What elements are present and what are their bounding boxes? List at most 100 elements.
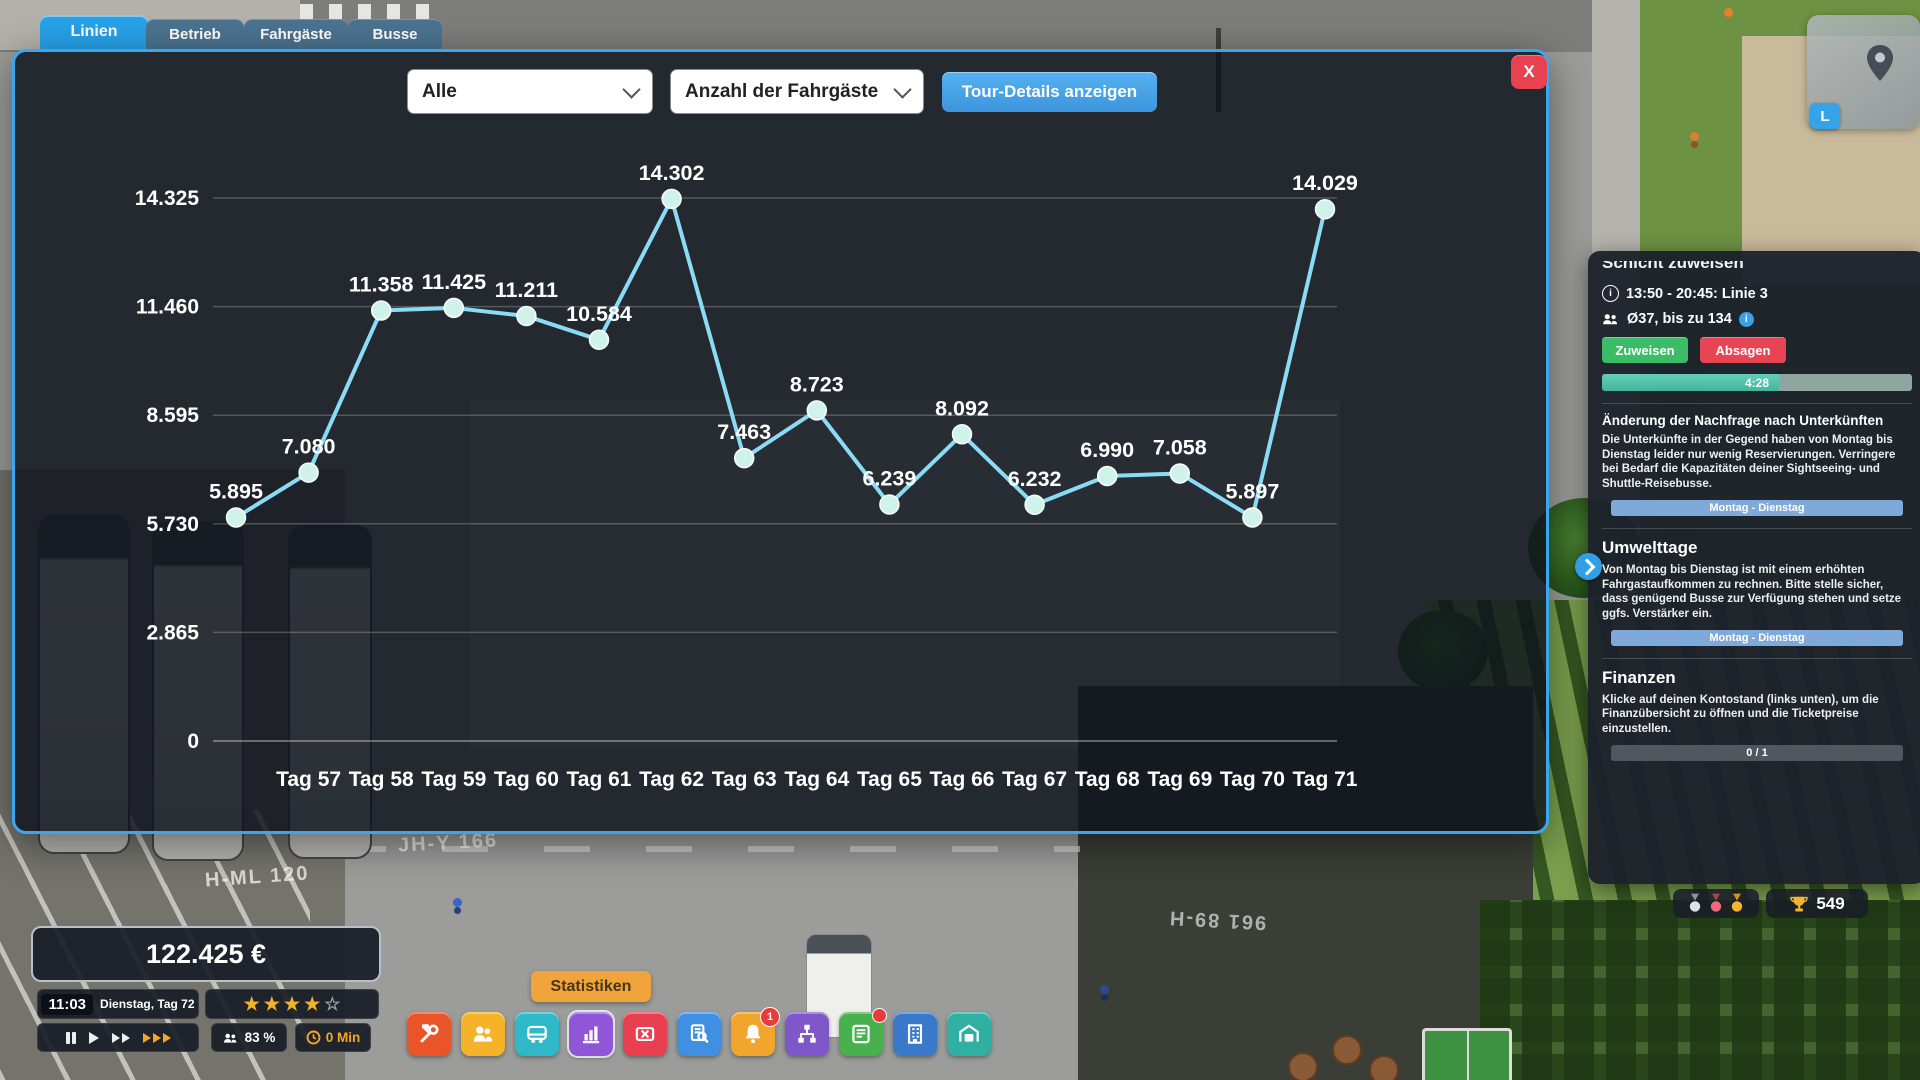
red-medal-icon xyxy=(1710,893,1722,912)
svg-text:Tag 68: Tag 68 xyxy=(1075,768,1140,791)
collapse-panel-button[interactable] xyxy=(1575,553,1602,580)
passenger-line-chart[interactable]: 14.325 11.460 8.595 5.730 2.865 0 Tag 57 Tag 58… xyxy=(15,52,1552,837)
tab-betrieb[interactable]: Betrieb xyxy=(146,19,244,49)
inspection-button[interactable] xyxy=(677,1012,721,1056)
svg-text:Tag 59: Tag 59 xyxy=(421,768,486,791)
statistics-panel: Alle Anzahl der Fahrgäste Tour-Details a… xyxy=(12,49,1549,834)
road-center-line xyxy=(340,846,1080,852)
notifications-button[interactable]: 1 xyxy=(731,1007,780,1056)
fast-forward-button[interactable] xyxy=(111,1032,130,1043)
svg-text:14.325: 14.325 xyxy=(135,187,200,210)
svg-text:11.358: 11.358 xyxy=(349,272,414,296)
route-network-button[interactable] xyxy=(785,1012,829,1056)
notice-card: Finanzen Klicke auf deinen Kontostand (l… xyxy=(1602,657,1912,761)
depot-button[interactable] xyxy=(947,1012,991,1056)
tools-icon xyxy=(420,1024,439,1043)
svg-text:5.730: 5.730 xyxy=(146,513,199,536)
finances-button[interactable] xyxy=(839,1008,887,1056)
svg-text:Tag 57: Tag 57 xyxy=(276,768,341,791)
notice-progress-tag: 0 / 1 xyxy=(1611,744,1903,761)
svg-text:2.865: 2.865 xyxy=(146,621,199,644)
tour-details-button[interactable]: Tour-Details anzeigen xyxy=(942,72,1157,112)
trophy-icon xyxy=(1790,896,1809,911)
notice-period-tag: Montag - Dienstag xyxy=(1611,499,1903,516)
info-icon[interactable] xyxy=(1738,311,1754,327)
tooltip-statistiken: Statistiken xyxy=(531,971,651,1002)
shift-time-text: 13:50 - 20:45: Linie 3 xyxy=(1626,285,1768,302)
trophy-counter[interactable]: 549 xyxy=(1766,889,1868,918)
city-buildings-button[interactable] xyxy=(893,1012,937,1056)
document-search-icon xyxy=(690,1024,709,1043)
notice-body: Die Unterkünfte in der Gegend haben von … xyxy=(1602,434,1896,491)
foosball-table xyxy=(1422,1028,1512,1080)
notice-title: Finanzen xyxy=(1602,667,1676,687)
svg-text:8.092: 8.092 xyxy=(935,396,989,420)
svg-text:Tag 65: Tag 65 xyxy=(857,768,922,791)
bus-icon xyxy=(527,1025,547,1043)
garden-table xyxy=(1369,1055,1399,1080)
svg-text:14.029: 14.029 xyxy=(1292,171,1358,195)
notice-title: Änderung der Nachfrage nach Unterkünften xyxy=(1602,413,1884,428)
line-filter-dropdown[interactable]: Alle xyxy=(407,69,653,114)
staff-button[interactable] xyxy=(461,1012,505,1056)
play-button[interactable] xyxy=(88,1031,99,1044)
tab-busse[interactable]: Busse xyxy=(348,19,442,49)
svg-text:5.897: 5.897 xyxy=(1225,479,1279,503)
svg-text:10.584: 10.584 xyxy=(566,302,632,326)
gold-medal-icon xyxy=(1731,893,1743,912)
svg-text:Tag 69: Tag 69 xyxy=(1147,768,1212,791)
svg-text:7.058: 7.058 xyxy=(1153,435,1207,459)
minimap-shortcut-button[interactable]: L xyxy=(1810,103,1840,129)
svg-text:0: 0 xyxy=(187,730,199,753)
garden-table xyxy=(1288,1052,1318,1080)
svg-text:Tag 58: Tag 58 xyxy=(349,768,414,791)
svg-text:7.463: 7.463 xyxy=(717,420,771,444)
pause-button[interactable] xyxy=(65,1031,76,1044)
medals-box[interactable] xyxy=(1673,889,1759,918)
bus-fleet-button[interactable] xyxy=(515,1012,559,1056)
people-icon xyxy=(473,1026,493,1042)
tab-linien[interactable]: Linien xyxy=(40,15,148,49)
garden-table xyxy=(1332,1035,1362,1065)
svg-text:6.239: 6.239 xyxy=(862,467,916,491)
notifications-side-panel: Schicht zuweisen 13:50 - 20:45: Linie 3 … xyxy=(1575,251,1920,884)
occupancy-indicator: 83 % xyxy=(211,1023,287,1052)
pedestrian xyxy=(1724,8,1733,17)
tickets-button[interactable] xyxy=(623,1012,667,1056)
passengers-icon xyxy=(223,1033,236,1043)
statistics-button[interactable] xyxy=(567,1010,615,1058)
maintenance-button[interactable] xyxy=(407,1012,451,1056)
svg-text:7.080: 7.080 xyxy=(282,435,336,459)
svg-text:Tag 63: Tag 63 xyxy=(712,768,777,791)
occupancy-value: 83 % xyxy=(244,1030,276,1045)
clock-icon xyxy=(306,1030,321,1045)
notification-badge: 1 xyxy=(760,1007,780,1027)
shift-title: Schicht zuweisen xyxy=(1602,261,1744,272)
account-balance[interactable]: 122.425 € xyxy=(31,926,381,982)
silver-medal-icon xyxy=(1689,893,1701,912)
svg-text:11.425: 11.425 xyxy=(422,270,487,294)
shift-capacity-text: Ø37, bis zu 134 xyxy=(1627,311,1732,327)
finance-alert-badge xyxy=(872,1008,887,1023)
clock-time: 11:03 xyxy=(41,993,94,1015)
ledger-icon xyxy=(852,1024,870,1044)
svg-text:14.302: 14.302 xyxy=(639,161,705,185)
pedestrian xyxy=(453,898,462,907)
passengers-icon xyxy=(1603,314,1617,325)
minimap[interactable]: L xyxy=(1807,15,1920,129)
shift-countdown-bar: 4:28 xyxy=(1602,374,1912,391)
assign-button[interactable]: Zuweisen xyxy=(1602,337,1688,363)
metric-dropdown[interactable]: Anzahl der Fahrgäste xyxy=(670,69,924,114)
decline-button[interactable]: Absagen xyxy=(1700,337,1786,363)
countdown-fill xyxy=(1602,374,1779,391)
countdown-time: 4:28 xyxy=(1744,375,1770,390)
bell-icon xyxy=(745,1024,761,1044)
pedestrian xyxy=(1690,132,1699,141)
svg-text:Tag 64: Tag 64 xyxy=(784,768,849,791)
fastest-speed-button[interactable] xyxy=(142,1032,171,1043)
stars-filled: ★★★★ xyxy=(243,993,325,1014)
close-button[interactable]: X xyxy=(1511,55,1547,89)
tab-fahrgaeste[interactable]: Fahrgäste xyxy=(244,19,348,49)
notice-card: Änderung der Nachfrage nach Unterkünften… xyxy=(1602,403,1912,516)
